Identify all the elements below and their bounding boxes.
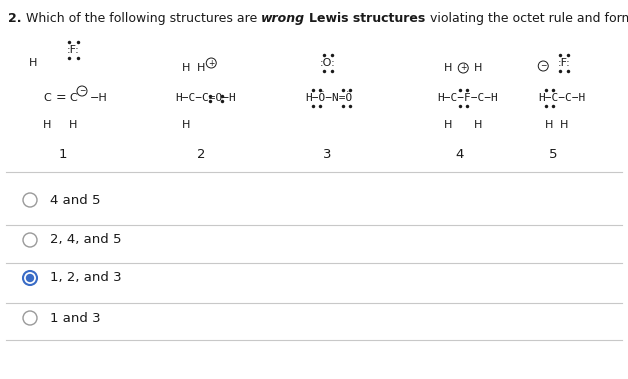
Text: 2.: 2. <box>8 12 26 25</box>
Text: H: H <box>182 120 190 130</box>
Text: 1, 2, and 3: 1, 2, and 3 <box>50 271 122 285</box>
Text: −: − <box>540 61 546 70</box>
Text: 5: 5 <box>549 149 557 161</box>
Text: H: H <box>182 63 190 73</box>
Text: H: H <box>474 120 482 130</box>
Text: Lewis structures: Lewis structures <box>309 12 426 25</box>
Text: 2: 2 <box>197 149 205 161</box>
Text: violating the octet rule and formal charges?: violating the octet rule and formal char… <box>426 12 628 25</box>
Text: H−C−F−C−H: H−C−F−C−H <box>437 93 498 103</box>
Text: 4 and 5: 4 and 5 <box>50 194 100 207</box>
Text: :F:: :F: <box>67 45 79 55</box>
Text: 4: 4 <box>455 149 463 161</box>
Text: H−C−C−H: H−C−C−H <box>538 93 585 103</box>
Text: wrong: wrong <box>261 12 305 25</box>
Text: =: = <box>56 91 67 105</box>
Text: H: H <box>545 120 553 130</box>
Text: H: H <box>444 120 452 130</box>
Text: H: H <box>69 120 77 130</box>
Text: 3: 3 <box>323 149 332 161</box>
Text: Which of the following structures are: Which of the following structures are <box>26 12 261 25</box>
Text: :O:: :O: <box>320 58 335 68</box>
Text: H: H <box>474 63 482 73</box>
Text: H: H <box>43 120 51 130</box>
Text: H: H <box>444 63 452 73</box>
Text: H: H <box>29 58 37 68</box>
Text: H−Ö−N=Ö: H−Ö−N=Ö <box>305 93 352 103</box>
Text: −H: −H <box>90 93 108 103</box>
Text: C: C <box>43 93 51 103</box>
Text: C: C <box>69 93 77 103</box>
Text: H: H <box>197 63 205 73</box>
Circle shape <box>26 274 33 282</box>
Text: :F:: :F: <box>558 58 571 68</box>
Text: H−C−C=O−H: H−C−C=O−H <box>175 93 236 103</box>
Text: +: + <box>460 64 467 72</box>
Text: −: − <box>78 86 85 96</box>
Text: 1: 1 <box>59 149 67 161</box>
Text: H: H <box>560 120 568 130</box>
Text: 1 and 3: 1 and 3 <box>50 312 100 324</box>
Text: 2, 4, and 5: 2, 4, and 5 <box>50 233 121 246</box>
Text: +: + <box>208 58 214 67</box>
